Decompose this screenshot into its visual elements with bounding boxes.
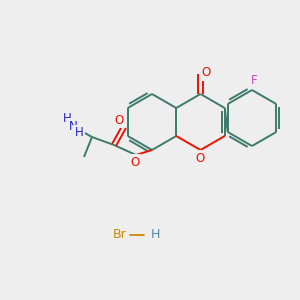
- Text: Br: Br: [113, 229, 127, 242]
- Text: H: H: [63, 112, 71, 125]
- Text: O: O: [114, 113, 124, 127]
- Text: O: O: [130, 155, 140, 169]
- Text: F: F: [251, 74, 257, 88]
- Text: O: O: [196, 152, 205, 164]
- Text: H: H: [75, 127, 83, 140]
- Text: H: H: [150, 229, 160, 242]
- Text: N: N: [69, 119, 77, 133]
- Text: O: O: [202, 67, 211, 80]
